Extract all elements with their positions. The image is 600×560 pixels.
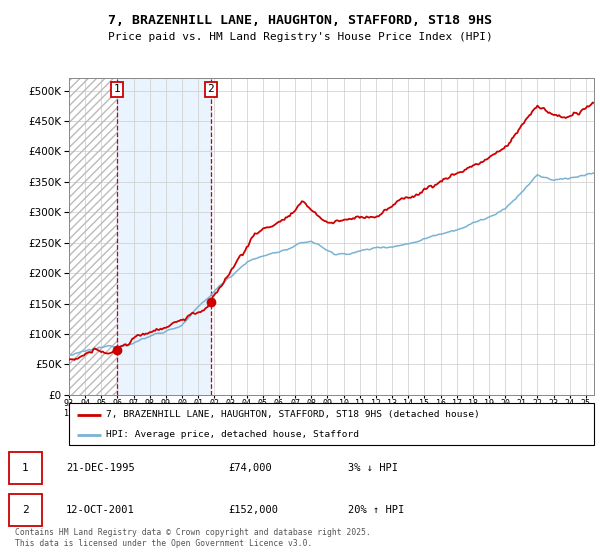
Text: £152,000: £152,000	[228, 505, 278, 515]
Text: 2: 2	[22, 505, 29, 515]
Text: Contains HM Land Registry data © Crown copyright and database right 2025.
This d: Contains HM Land Registry data © Crown c…	[15, 528, 371, 548]
Text: 2: 2	[208, 85, 214, 95]
Text: 1: 1	[113, 85, 121, 95]
Text: HPI: Average price, detached house, Stafford: HPI: Average price, detached house, Staf…	[106, 430, 359, 439]
Bar	[69, 78, 117, 395]
Bar	[117, 78, 211, 395]
Text: 7, BRAZENHILL LANE, HAUGHTON, STAFFORD, ST18 9HS: 7, BRAZENHILL LANE, HAUGHTON, STAFFORD, …	[108, 14, 492, 27]
FancyBboxPatch shape	[69, 403, 594, 445]
Text: 1: 1	[22, 463, 29, 473]
Text: 12-OCT-2001: 12-OCT-2001	[66, 505, 135, 515]
Text: 20% ↑ HPI: 20% ↑ HPI	[348, 505, 404, 515]
Text: 21-DEC-1995: 21-DEC-1995	[66, 463, 135, 473]
Text: Price paid vs. HM Land Registry's House Price Index (HPI): Price paid vs. HM Land Registry's House …	[107, 32, 493, 43]
Text: 7, BRAZENHILL LANE, HAUGHTON, STAFFORD, ST18 9HS (detached house): 7, BRAZENHILL LANE, HAUGHTON, STAFFORD, …	[106, 410, 479, 419]
Bar	[69, 78, 117, 395]
Text: 3% ↓ HPI: 3% ↓ HPI	[348, 463, 398, 473]
Text: £74,000: £74,000	[228, 463, 272, 473]
